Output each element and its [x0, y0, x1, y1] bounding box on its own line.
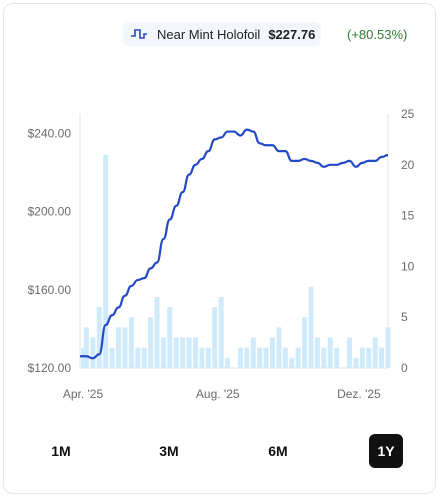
y-left-tick-label: $200.00 [28, 205, 72, 219]
price-history-card [3, 3, 436, 494]
volume-bar [276, 327, 282, 368]
tab-1m[interactable]: 1M [51, 443, 71, 459]
volume-bar [103, 154, 109, 368]
x-tick-label: Apr. '25 [63, 387, 104, 401]
volume-bar [237, 347, 243, 368]
volume-bar [379, 347, 385, 368]
volume-bar [128, 317, 134, 368]
volume-bar [218, 296, 224, 368]
volume-bar [141, 347, 147, 368]
y-right-tick-label: 20 [401, 158, 415, 172]
volume-bar [289, 357, 295, 368]
volume-bar [353, 357, 359, 368]
y-right-tick-label: 5 [401, 310, 408, 324]
volume-bar [192, 337, 199, 368]
volume-bar [334, 347, 340, 368]
volume-bar [244, 347, 250, 368]
volume-bar [81, 347, 87, 368]
volume-bar [385, 327, 391, 368]
volume-bar [167, 307, 173, 368]
volume-bar [327, 337, 333, 368]
volume-bar [83, 327, 89, 368]
volume-bar [199, 347, 205, 368]
y-right-tick-label: 0 [401, 361, 408, 375]
volume-bar [205, 347, 211, 368]
volume-bar [180, 337, 186, 368]
volume-bar [96, 307, 102, 368]
price-line-icon [129, 26, 149, 42]
y-right-tick-label: 25 [401, 107, 415, 121]
legend-label: Near Mint Holofoil [157, 26, 261, 42]
volume-bar [109, 347, 115, 368]
volume-bar [314, 337, 320, 368]
volume-bar [173, 337, 179, 368]
legend-value: $227.76 [268, 26, 316, 42]
y-left-tick-label: $160.00 [28, 283, 72, 297]
volume-bar [269, 337, 276, 368]
volume-bar [302, 317, 308, 368]
series-legend[interactable]: Near Mint Holofoil $227.76 [123, 22, 322, 46]
tab-1y[interactable]: 1Y [369, 434, 403, 468]
tab-6m[interactable]: 6M [268, 443, 288, 459]
y-left-tick-label: $120.00 [28, 361, 72, 375]
volume-bar [154, 296, 160, 368]
volume-bar [225, 357, 231, 368]
y-right-tick-label: 15 [401, 209, 415, 223]
x-tick-label: Dez. '25 [337, 387, 381, 401]
volume-bar [346, 337, 353, 368]
volume-bar [295, 347, 301, 368]
volume-bar [186, 337, 192, 368]
volume-bar [160, 337, 166, 368]
volume-bar [250, 337, 256, 368]
volume-bar [257, 347, 263, 368]
volume-bar [135, 347, 141, 368]
y-right-tick-label: 10 [401, 259, 415, 273]
volume-bar [366, 347, 372, 368]
volume-bar [321, 347, 327, 368]
volume-bar [90, 337, 96, 368]
volume-bar [372, 337, 378, 368]
y-left-tick-label: $240.00 [28, 127, 72, 141]
volume-bar [263, 347, 269, 368]
volume-bar [308, 286, 314, 368]
x-tick-label: Aug. '25 [196, 387, 240, 401]
volume-bar [212, 307, 218, 368]
volume-bar [148, 317, 154, 368]
tab-3m[interactable]: 3M [159, 443, 179, 459]
price-change: (+80.53%) [347, 27, 408, 42]
volume-bar [122, 327, 128, 368]
volume-bar [282, 347, 288, 368]
volume-bar [359, 347, 365, 368]
volume-bar [115, 327, 122, 368]
price-chart: $120.00 $160.00 $200.00 $240.00 0 5 10 15 20 25 Ap… [28, 107, 415, 401]
range-tabs: 1M 3M 6M 1Y [0, 434, 441, 468]
price-line [80, 128, 389, 360]
